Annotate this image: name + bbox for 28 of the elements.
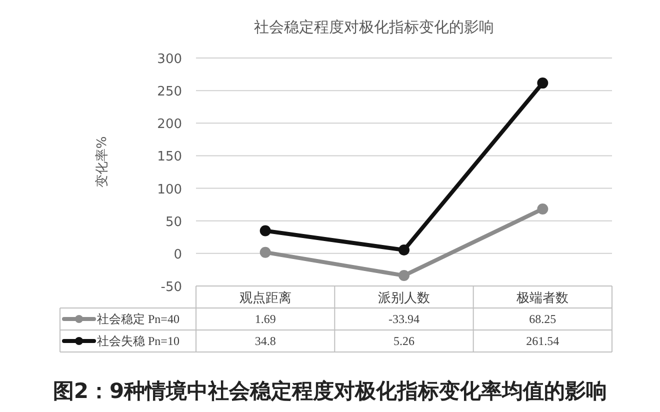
caption: 图2：9种情境中社会稳定程度对极化指标变化率均值的影响 [52,379,608,403]
x-tick-label: 观点距离 [239,290,292,306]
y-tick-label: 50 [165,214,182,230]
legend-label: 社会失稳 Pn=10 [97,334,180,348]
data-label: 34.8 [254,334,276,348]
point [260,246,271,258]
legend-label: 社会稳定 Pn=40 [97,312,180,326]
data-label: 68.25 [529,312,556,326]
point [537,203,548,214]
data-label: 1.69 [254,312,276,326]
y-tick-label: 150 [157,150,182,165]
y-tick-label: 300 [157,52,182,67]
x-tick-label: 派别人数 [378,291,430,306]
y-tick-label: 0 [174,247,182,262]
point [537,78,548,89]
chart-title: 社会稳定程度对极化指标变化的影响 [254,19,494,36]
x-tick-label: 极端者数 [516,291,569,306]
y-tick-label: -50 [160,280,182,295]
y-tick-label: 250 [157,84,182,100]
point [398,244,410,256]
y-axis-title: 变化率% [94,136,110,188]
data-label: 5.26 [394,334,414,348]
data-label: 261.54 [526,334,560,348]
data-label: -33.94 [388,312,420,326]
point [260,225,271,236]
y-tick-label: 100 [157,182,182,198]
y-tick-label: 200 [157,117,182,132]
point [398,270,410,282]
